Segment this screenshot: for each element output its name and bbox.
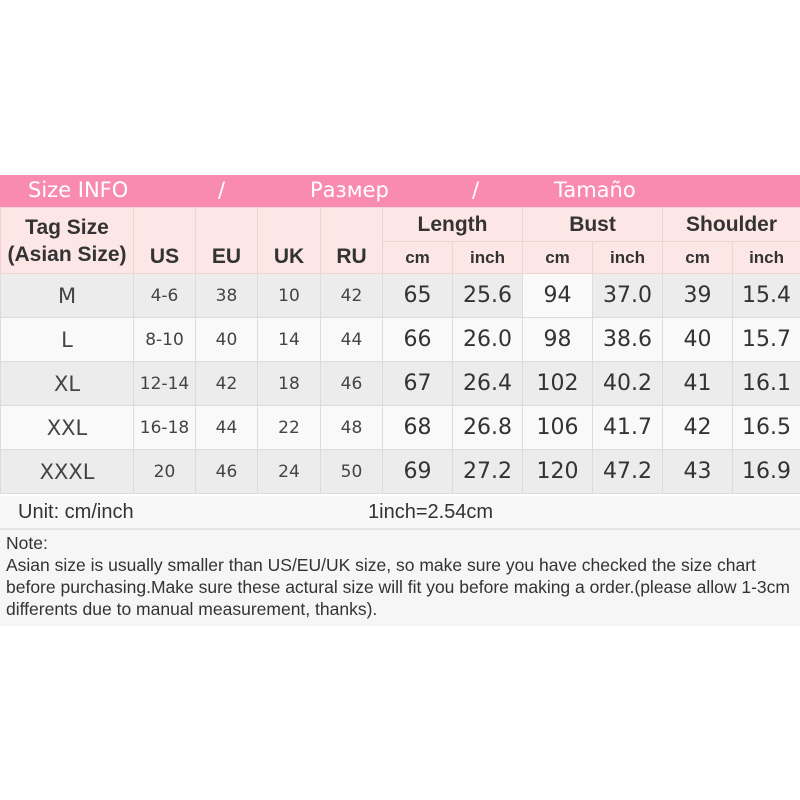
header-shoulder: Shoulder [662, 207, 800, 242]
asian-size-label: (Asian Size) [7, 242, 127, 266]
header-bust-inch: inch [592, 241, 664, 274]
cell-us: 8-10 [133, 317, 196, 362]
header-length: Length [381, 207, 524, 242]
cell-uk: 22 [257, 405, 321, 450]
header-shoulder-cm: cm [662, 241, 734, 274]
cell-eu: 44 [195, 405, 258, 450]
header-bust: Bust [522, 207, 664, 242]
unit-row: Unit: cm/inch 1inch=2.54cm [0, 496, 800, 530]
cell-length-inch: 26.8 [451, 405, 524, 450]
cell-us: 20 [133, 449, 196, 494]
note-section: Note: Asian size is usually smaller than… [0, 530, 800, 626]
header-length-cm: cm [382, 241, 453, 274]
cell-shoulder-cm: 42 [662, 405, 734, 450]
cell-bust-cm: 94 [522, 273, 594, 318]
cell-ru: 44 [320, 317, 383, 362]
size-table: Tag Size (Asian Size) US EU UK RU Length… [0, 207, 800, 494]
note-text: Asian size is usually smaller than US/EU… [6, 555, 790, 619]
banner-separator: / [472, 178, 480, 202]
cell-length-inch: 25.6 [451, 273, 524, 318]
cell-bust-inch: 40.2 [592, 361, 664, 406]
header-ru: RU [320, 207, 383, 274]
unit-label: Unit: cm/inch [18, 501, 134, 523]
table-row: L 8-10 40 14 44 66 26.0 98 38.6 40 15.7 [0, 317, 800, 362]
table-row: XL 12-14 42 18 46 67 26.4 102 40.2 41 16.1 [0, 361, 800, 406]
cell-ru: 50 [320, 449, 383, 494]
cell-bust-cm: 120 [522, 449, 594, 494]
cell-ru: 46 [320, 361, 383, 406]
banner-title-en: Size INFO [28, 178, 129, 202]
cell-length-cm: 66 [382, 317, 453, 362]
cell-us: 4-6 [133, 273, 196, 318]
header-uk: UK [257, 207, 321, 274]
cell-bust-inch: 47.2 [592, 449, 664, 494]
header-tag-size: Tag Size (Asian Size) [0, 207, 134, 274]
cell-uk: 24 [257, 449, 321, 494]
cell-bust-cm: 102 [522, 361, 594, 406]
cell-bust-inch: 41.7 [592, 405, 664, 450]
banner-title-ru: Размер [310, 178, 389, 202]
table-row: XXL 16-18 44 22 48 68 26.8 106 41.7 42 16.5 [0, 405, 800, 450]
cell-shoulder-cm: 41 [662, 361, 734, 406]
cell-eu: 40 [195, 317, 258, 362]
cell-eu: 42 [195, 361, 258, 406]
table-row: M 4-6 38 10 42 65 25.6 94 37.0 39 15.4 [0, 273, 800, 318]
cell-size: XL [0, 361, 134, 406]
cell-length-inch: 27.2 [451, 449, 524, 494]
banner-title-es: Tamaño [554, 178, 636, 202]
cell-size: XXL [0, 405, 134, 450]
cell-uk: 10 [257, 273, 321, 318]
cell-size: XXXL [0, 449, 134, 494]
cell-eu: 38 [195, 273, 258, 318]
table-row: XXXL 20 46 24 50 69 27.2 120 47.2 43 16.9 [0, 449, 800, 494]
cell-size: M [0, 273, 134, 318]
cell-shoulder-inch: 16.1 [732, 361, 800, 406]
cell-length-inch: 26.0 [451, 317, 524, 362]
cell-bust-cm: 106 [522, 405, 594, 450]
cell-ru: 48 [320, 405, 383, 450]
cell-shoulder-cm: 43 [662, 449, 734, 494]
cell-shoulder-inch: 16.9 [732, 449, 800, 494]
cell-bust-cm: 98 [522, 317, 594, 362]
banner-separator: / [218, 178, 226, 202]
header-us: US [133, 207, 196, 274]
cell-uk: 18 [257, 361, 321, 406]
cell-shoulder-cm: 39 [662, 273, 734, 318]
cell-length-cm: 65 [382, 273, 453, 318]
cell-size: L [0, 317, 134, 362]
cell-bust-inch: 37.0 [592, 273, 664, 318]
conversion-label: 1inch=2.54cm [368, 501, 494, 523]
cell-shoulder-inch: 15.7 [732, 317, 800, 362]
cell-shoulder-inch: 16.5 [732, 405, 800, 450]
cell-bust-inch: 38.6 [592, 317, 664, 362]
cell-shoulder-inch: 15.4 [732, 273, 800, 318]
cell-uk: 14 [257, 317, 321, 362]
size-info-banner: Size INFO / Размер / Tamaño [0, 175, 800, 207]
cell-length-cm: 69 [382, 449, 453, 494]
tag-size-label: Tag Size [25, 215, 109, 239]
cell-length-cm: 67 [382, 361, 453, 406]
header-length-inch: inch [451, 241, 524, 274]
cell-ru: 42 [320, 273, 383, 318]
header-eu: EU [195, 207, 258, 274]
header-shoulder-inch: inch [732, 241, 800, 274]
note-title: Note: [6, 533, 48, 553]
cell-length-inch: 26.4 [451, 361, 524, 406]
header-bust-cm: cm [522, 241, 594, 274]
cell-eu: 46 [195, 449, 258, 494]
cell-shoulder-cm: 40 [662, 317, 734, 362]
cell-us: 16-18 [133, 405, 196, 450]
cell-us: 12-14 [133, 361, 196, 406]
cell-length-cm: 68 [382, 405, 453, 450]
